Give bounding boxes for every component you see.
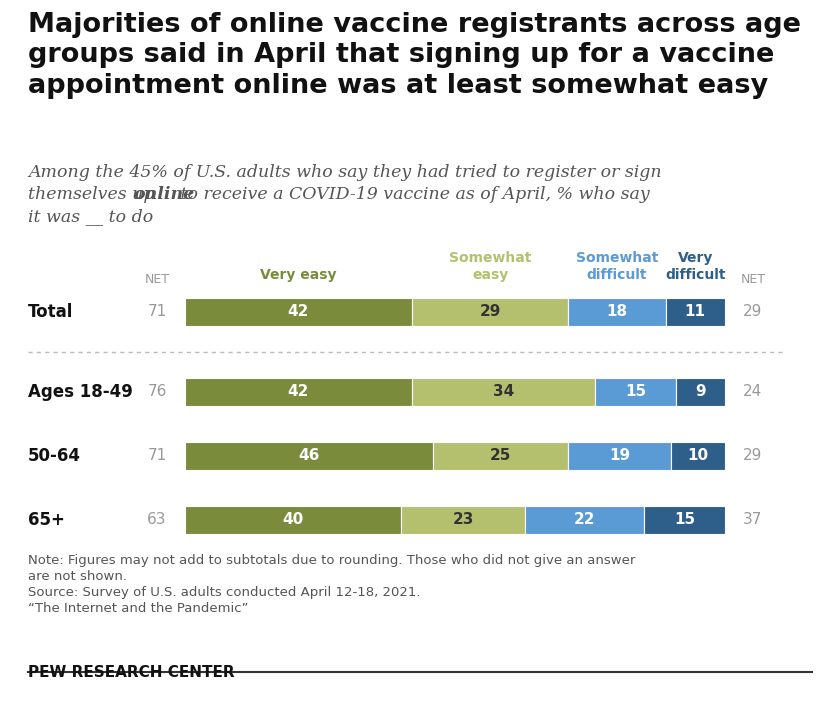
Text: 18: 18: [606, 305, 627, 320]
Text: Majorities of online vaccine registrants across age
groups said in April that si: Majorities of online vaccine registrants…: [28, 12, 801, 99]
Text: 50-64: 50-64: [28, 447, 81, 465]
Text: Somewhat
difficult: Somewhat difficult: [575, 251, 659, 282]
Text: Very
difficult: Very difficult: [665, 251, 726, 282]
Text: Very easy: Very easy: [260, 268, 337, 282]
Text: PEW RESEARCH CENTER: PEW RESEARCH CENTER: [28, 665, 234, 680]
Text: 15: 15: [674, 513, 695, 528]
Text: 19: 19: [609, 449, 630, 464]
Text: themselves up: themselves up: [28, 186, 160, 203]
Text: 23: 23: [453, 513, 474, 528]
Text: it was __ to do: it was __ to do: [28, 208, 153, 225]
Text: Source: Survey of U.S. adults conducted April 12-18, 2021.: Source: Survey of U.S. adults conducted …: [28, 586, 421, 599]
Text: 42: 42: [288, 384, 309, 400]
Text: to receive a COVID-19 vaccine as of April, % who say: to receive a COVID-19 vaccine as of Apri…: [175, 186, 650, 203]
Bar: [185, 298, 412, 326]
Bar: [412, 378, 596, 406]
Text: Note: Figures may not add to subtotals due to rounding. Those who did not give a: Note: Figures may not add to subtotals d…: [28, 554, 635, 567]
Text: 37: 37: [743, 513, 763, 528]
Bar: [644, 506, 725, 534]
Bar: [525, 506, 644, 534]
Text: “The Internet and the Pandemic”: “The Internet and the Pandemic”: [28, 602, 249, 615]
Bar: [569, 298, 665, 326]
Text: 42: 42: [288, 305, 309, 320]
Text: 10: 10: [687, 449, 709, 464]
Text: 40: 40: [282, 513, 303, 528]
Text: 29: 29: [743, 305, 763, 320]
Text: NET: NET: [144, 273, 170, 286]
Text: 15: 15: [625, 384, 647, 400]
Text: 63: 63: [147, 513, 167, 528]
Bar: [185, 506, 401, 534]
Bar: [676, 378, 725, 406]
Text: 29: 29: [743, 449, 763, 464]
Text: Somewhat
easy: Somewhat easy: [449, 251, 531, 282]
Text: 22: 22: [574, 513, 596, 528]
Text: NET: NET: [741, 273, 765, 286]
Text: 25: 25: [491, 449, 512, 464]
Text: Total: Total: [28, 303, 73, 321]
Text: 29: 29: [480, 305, 501, 320]
Text: 71: 71: [147, 449, 166, 464]
Bar: [185, 378, 412, 406]
Bar: [671, 442, 725, 470]
Bar: [596, 378, 676, 406]
Bar: [412, 298, 569, 326]
Bar: [665, 298, 725, 326]
Text: are not shown.: are not shown.: [28, 570, 127, 583]
Text: online: online: [133, 186, 194, 203]
Text: 76: 76: [147, 384, 166, 400]
Text: 11: 11: [685, 305, 706, 320]
Text: Ages 18-49: Ages 18-49: [28, 383, 133, 401]
Text: 71: 71: [147, 305, 166, 320]
Bar: [433, 442, 569, 470]
Text: Among the 45% of U.S. adults who say they had tried to register or sign: Among the 45% of U.S. adults who say the…: [28, 164, 662, 181]
Text: 65+: 65+: [28, 511, 65, 529]
Bar: [185, 442, 433, 470]
Bar: [401, 506, 525, 534]
Text: 46: 46: [298, 449, 320, 464]
Text: 24: 24: [743, 384, 763, 400]
Text: 9: 9: [696, 384, 706, 400]
Text: 34: 34: [493, 384, 514, 400]
Bar: [569, 442, 671, 470]
